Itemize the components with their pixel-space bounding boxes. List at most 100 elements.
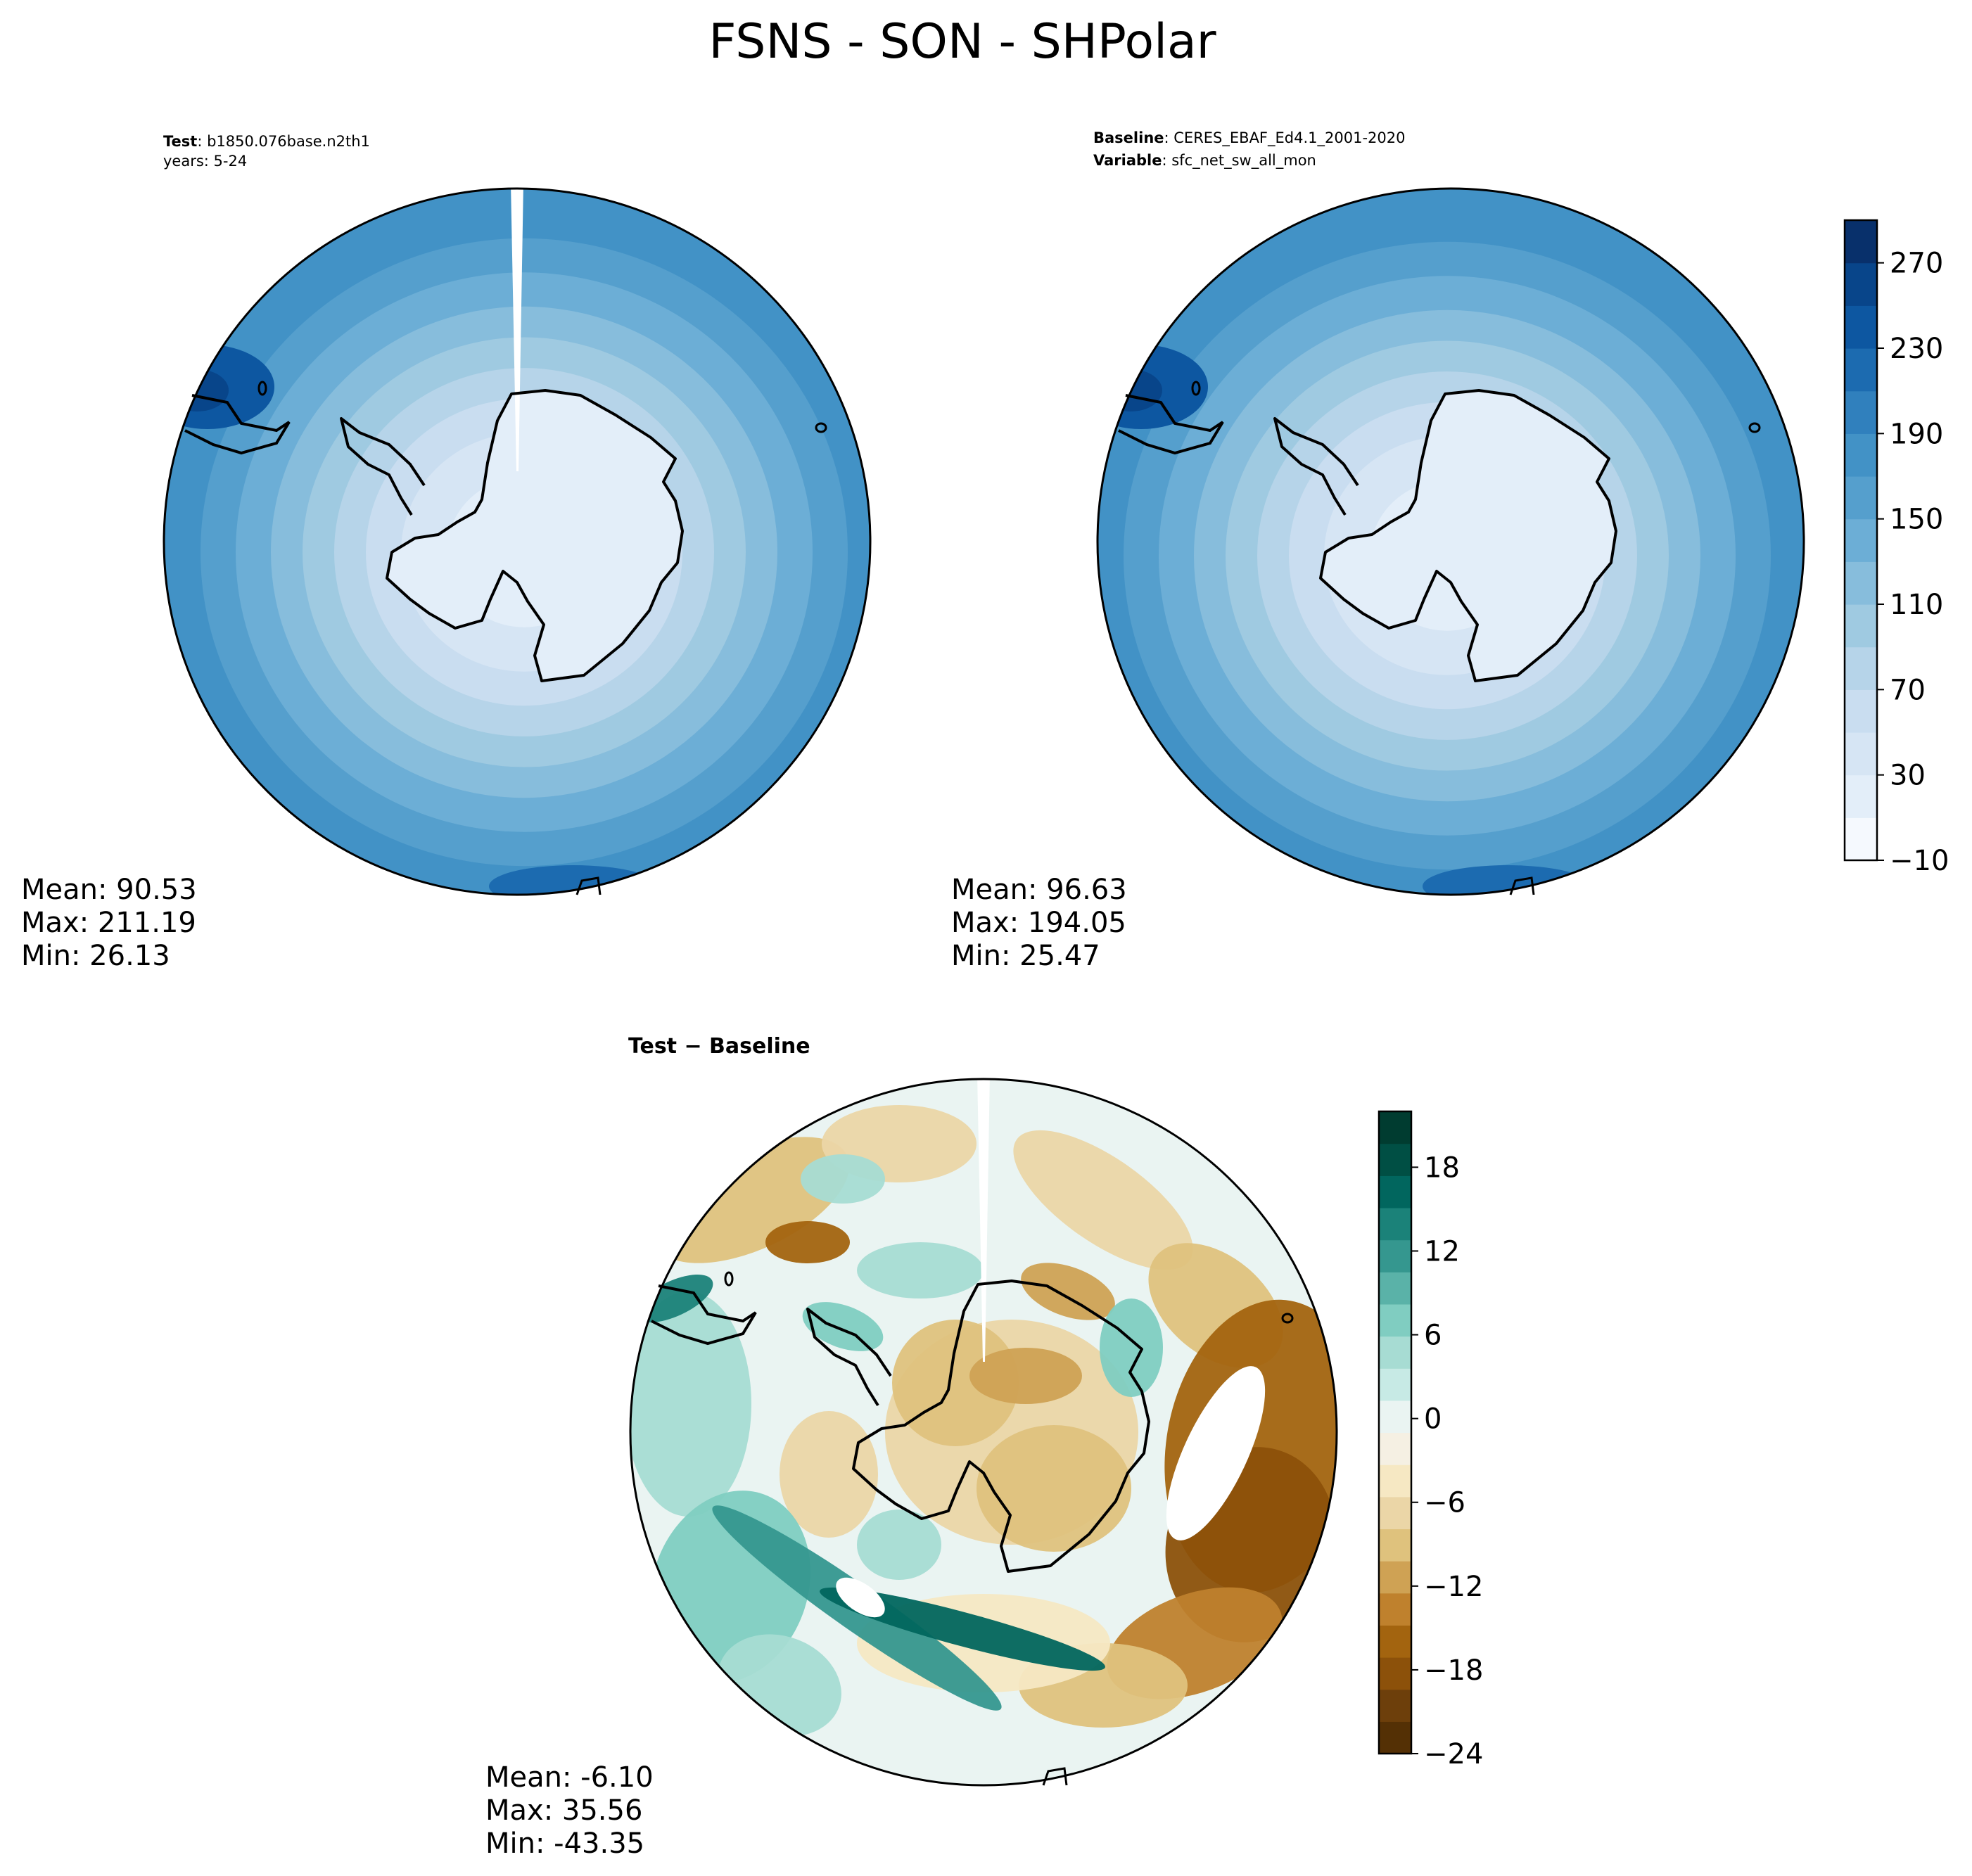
- island-outline: [1509, 876, 1535, 895]
- baseline-antarctica-coastline: [1118, 381, 1761, 895]
- colorbar-tick-label: −24: [1424, 1738, 1483, 1770]
- colorbar-level: [1379, 1207, 1411, 1241]
- antarctica-mainland-outline: [1319, 389, 1617, 682]
- colorbar-tick-label: 150: [1890, 504, 1943, 536]
- colorbar-level: [1379, 1400, 1411, 1434]
- colorbar-level: [1845, 732, 1877, 776]
- colorbar-level: [1845, 220, 1877, 264]
- colorbar-tick-label: 12: [1424, 1235, 1460, 1268]
- test-min: Min: 26.13: [21, 940, 170, 972]
- test-max: Max: 211.19: [21, 907, 196, 939]
- difference-blob: [857, 1242, 984, 1298]
- difference-blob: [1100, 1298, 1163, 1397]
- difference-antarctica-coastline: [651, 1271, 1294, 1786]
- difference-blob: [1013, 1130, 1193, 1270]
- colorbar-level: [1845, 604, 1877, 648]
- colorbar-tick-label: 18: [1424, 1151, 1460, 1184]
- difference-blob: [977, 1425, 1131, 1552]
- antarctic-peninsula-outline: [340, 417, 426, 516]
- difference-blob: [820, 1587, 1105, 1671]
- island-outline: [1191, 381, 1201, 396]
- difference-mean: Mean: -6.10: [485, 1761, 654, 1794]
- colorbar-level: [1379, 1272, 1411, 1305]
- colorbar-tick-label: 30: [1890, 760, 1926, 792]
- test-panel-title: Test: b1850.076base.n2th1: [163, 133, 370, 150]
- difference-blob: [653, 1137, 850, 1263]
- colorbar-level: [1845, 689, 1877, 733]
- south-america-coastline: [1118, 394, 1224, 455]
- colorbar-level: [1845, 433, 1877, 477]
- island-outline: [1281, 1313, 1294, 1324]
- masked-area: [836, 1577, 885, 1618]
- colorbar-level: [1845, 646, 1877, 690]
- colorbar-tick-label: 190: [1890, 418, 1943, 450]
- colorbar-level: [1845, 305, 1877, 349]
- difference-blob: [801, 1154, 885, 1204]
- colorbar-level: [1845, 348, 1877, 392]
- baseline-min: Min: 25.47: [951, 940, 1100, 972]
- colorbar-level: [1379, 1561, 1411, 1594]
- colorbar-tick-label: 270: [1890, 248, 1943, 280]
- colorbar-level: [1379, 1336, 1411, 1369]
- colorbar-level: [1379, 1143, 1411, 1176]
- difference-max: Max: 35.56: [485, 1794, 642, 1827]
- missing-data-stripe: [977, 1079, 990, 1362]
- test-panel: Test: b1850.076base.n2th1 years: 5-24 Me…: [21, 133, 872, 972]
- colorbar-level: [1379, 1625, 1411, 1658]
- continent-field: [1321, 390, 1616, 681]
- difference-blob: [630, 1291, 751, 1517]
- baseline-map-boundary: [1096, 187, 1805, 896]
- colorbar-level: [1845, 561, 1877, 605]
- missing-data-stripe: [511, 189, 523, 471]
- continent-field: [387, 390, 682, 681]
- colorbar-level: [1379, 1303, 1411, 1337]
- colorbar-level: [1379, 1175, 1411, 1208]
- antarctic-peninsula-outline: [1273, 417, 1359, 516]
- difference-panel-title: Test − Baseline: [628, 1034, 810, 1059]
- colorbar-tick-label: 70: [1890, 674, 1926, 706]
- test-antarctica-coastline: [184, 381, 827, 895]
- difference-blob: [765, 1221, 850, 1263]
- baseline-mean: Mean: 96.63: [951, 874, 1127, 906]
- difference-blob: [1021, 1263, 1115, 1320]
- colorbar-level: [1845, 518, 1877, 562]
- variable-name: : sfc_net_sw_all_mon: [1162, 152, 1316, 170]
- baseline-panel: Baseline: CERES_EBAF_Ed4.1_2001-2020 Var…: [951, 129, 1949, 972]
- baseline-max: Max: 194.05: [951, 907, 1126, 939]
- test-label: Test: [163, 133, 197, 150]
- baseline-dataset: : CERES_EBAF_Ed4.1_2001-2020: [1164, 129, 1406, 147]
- colorbar-tick-label: 0: [1424, 1403, 1442, 1436]
- colorbar-level: [1379, 1721, 1411, 1754]
- difference-blob: [635, 1274, 713, 1323]
- test-mean: Mean: 90.53: [21, 874, 197, 906]
- colorbar-level: [1379, 1465, 1411, 1498]
- antarctic-peninsula-outline: [806, 1308, 892, 1407]
- colorbar-tick-label: −12: [1424, 1571, 1483, 1603]
- south-america-coastline: [184, 394, 291, 455]
- colorbar-level: [1845, 476, 1877, 520]
- colorbar-level: [1845, 262, 1877, 306]
- baseline-label: Baseline: [1093, 129, 1164, 146]
- difference-blob: [857, 1510, 941, 1580]
- baseline-panel-title: Baseline: CERES_EBAF_Ed4.1_2001-2020: [1093, 129, 1405, 147]
- colorbar-level: [1379, 1111, 1411, 1144]
- south-america-coastline: [651, 1284, 757, 1346]
- difference-colorbar: −24 −18 −12 −6 0 6 12 18: [1378, 1110, 1483, 1770]
- colorbar-level: [1379, 1368, 1411, 1401]
- colorbar-level: [1379, 1432, 1411, 1465]
- colorbar-level: [1379, 1593, 1411, 1626]
- colorbar-tick-label: 6: [1424, 1320, 1442, 1352]
- difference-blob: [802, 1302, 884, 1351]
- difference-blob: [969, 1348, 1082, 1404]
- value-colorbar: −10 30 70 110 150 190 230 270: [1843, 219, 1949, 877]
- colorbar-tick-label: 230: [1890, 333, 1943, 365]
- baseline-variable-line: Variable: sfc_net_sw_all_mon: [1093, 152, 1316, 170]
- test-map: [164, 189, 870, 895]
- colorbar-frame: [1378, 1110, 1413, 1755]
- difference-panel: Test − Baseline Mean: -6.10 Max: 35.56 M…: [485, 1034, 1483, 1860]
- antarctica-mainland-outline: [852, 1280, 1150, 1573]
- variable-label: Variable: [1093, 152, 1162, 169]
- island-outline: [1748, 422, 1761, 433]
- island-outline: [815, 422, 827, 433]
- difference-min: Min: -43.35: [485, 1827, 644, 1860]
